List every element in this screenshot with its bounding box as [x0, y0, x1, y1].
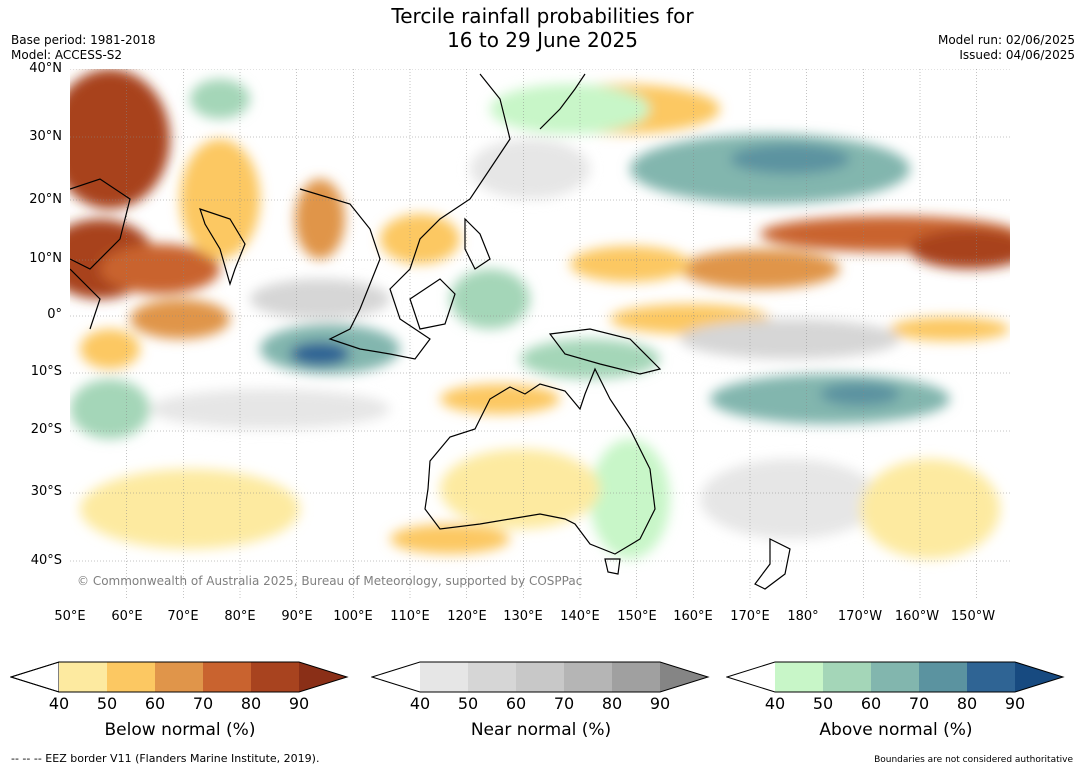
- tick-above-50: 50: [812, 694, 834, 713]
- lon-label-170w: 170°W: [837, 609, 883, 624]
- lon-label-180: 180°: [787, 609, 819, 624]
- japan-coast: [539, 73, 586, 130]
- lon-label-50e: 50°E: [54, 609, 86, 624]
- model-run: Model run: 02/06/2025: [937, 33, 1075, 47]
- lat-label-30n: 30°N: [29, 129, 62, 144]
- tick-above-90: 90: [1004, 694, 1026, 713]
- lon-label-160w: 160°W: [894, 609, 940, 624]
- lon-label-80e: 80°E: [224, 609, 256, 624]
- tasmania-coast: [604, 558, 621, 575]
- lon-label-150e: 150°E: [617, 609, 657, 624]
- legend-near-normal: [370, 660, 711, 694]
- boundaries-disclaimer: Boundaries are not considered authoritat…: [874, 755, 1073, 765]
- map-title: Tercile rainfall probabilities for 16 to…: [0, 4, 1085, 52]
- lat-label-0: 0°: [47, 307, 62, 322]
- lon-label-160e: 160°E: [673, 609, 713, 624]
- lat-label-40n: 40°N: [29, 61, 62, 76]
- model-name: Model: ACCESS-S2: [11, 48, 123, 62]
- tick-below-60: 60: [144, 694, 166, 713]
- graticule: [70, 69, 1010, 599]
- lon-label-130e: 130°E: [503, 609, 543, 624]
- lon-label-70e: 70°E: [167, 609, 199, 624]
- title-line-1: Tercile rainfall probabilities for: [391, 4, 694, 28]
- lon-label-120e: 120°E: [447, 609, 487, 624]
- colorbar-near-normal: [370, 661, 710, 693]
- legend-above-normal: [725, 660, 1066, 694]
- tick-near-50: 50: [457, 694, 479, 713]
- lat-label-40s: 40°S: [30, 553, 62, 568]
- lat-label-30s: 30°S: [30, 484, 62, 499]
- lon-label-150w: 150°W: [950, 609, 996, 624]
- tick-above-40: 40: [764, 694, 786, 713]
- borneo-coast: [409, 278, 456, 330]
- lon-label-90e: 90°E: [281, 609, 313, 624]
- philippines-coast: [464, 217, 491, 270]
- lat-label-20n: 20°N: [29, 192, 62, 207]
- arabia-coast: [70, 178, 131, 270]
- meta-right: Model run: 02/06/2025 Issued: 04/06/2025: [938, 33, 1075, 63]
- issued-date: Issued: 04/06/2025: [959, 48, 1075, 62]
- tick-below-80: 80: [240, 694, 262, 713]
- lon-label-140e: 140°E: [560, 609, 600, 624]
- lon-label-170e: 170°E: [730, 609, 770, 624]
- colorbar-below-normal: [9, 661, 349, 693]
- legend-title-below: Below normal (%): [104, 720, 256, 740]
- rainfall-map: [70, 69, 1010, 599]
- tick-near-60: 60: [505, 694, 527, 713]
- tick-above-60: 60: [860, 694, 882, 713]
- map-canvas: [70, 69, 1010, 599]
- colorbar-above-normal: [725, 661, 1065, 693]
- india-coast: [199, 208, 246, 287]
- legend-title-above: Above normal (%): [819, 720, 973, 740]
- lon-label-110e: 110°E: [390, 609, 430, 624]
- tick-near-90: 90: [649, 694, 671, 713]
- tick-above-70: 70: [908, 694, 930, 713]
- tick-near-70: 70: [553, 694, 575, 713]
- lat-label-20s: 20°S: [30, 422, 62, 437]
- australia-coast: [424, 367, 656, 555]
- base-period: Base period: 1981-2018: [11, 33, 156, 47]
- tick-below-90: 90: [288, 694, 310, 713]
- tick-below-70: 70: [192, 694, 214, 713]
- tick-below-50: 50: [96, 694, 118, 713]
- africa-coast: [70, 268, 101, 330]
- lat-label-10n: 10°N: [29, 251, 62, 266]
- coastlines: [70, 73, 791, 590]
- new-guinea-coast: [548, 328, 662, 375]
- legend-below-normal: [9, 660, 350, 694]
- new-zealand-coast: [754, 538, 791, 590]
- legend-title-near: Near normal (%): [470, 720, 612, 740]
- copyright-text: © Commonwealth of Australia 2025, Bureau…: [77, 574, 583, 588]
- tick-above-80: 80: [956, 694, 978, 713]
- title-line-2: 16 to 29 June 2025: [447, 28, 638, 52]
- lon-label-100e: 100°E: [333, 609, 373, 624]
- tick-near-40: 40: [409, 694, 431, 713]
- lat-label-10s: 10°S: [30, 364, 62, 379]
- tick-below-40: 40: [48, 694, 70, 713]
- meta-left: Base period: 1981-2018 Model: ACCESS-S2: [11, 33, 156, 63]
- tick-near-80: 80: [601, 694, 623, 713]
- se-asia-coast: [299, 73, 511, 360]
- eez-border-note: -- -- -- EEZ border V11 (Flanders Marine…: [11, 752, 320, 765]
- lon-label-60e: 60°E: [111, 609, 143, 624]
